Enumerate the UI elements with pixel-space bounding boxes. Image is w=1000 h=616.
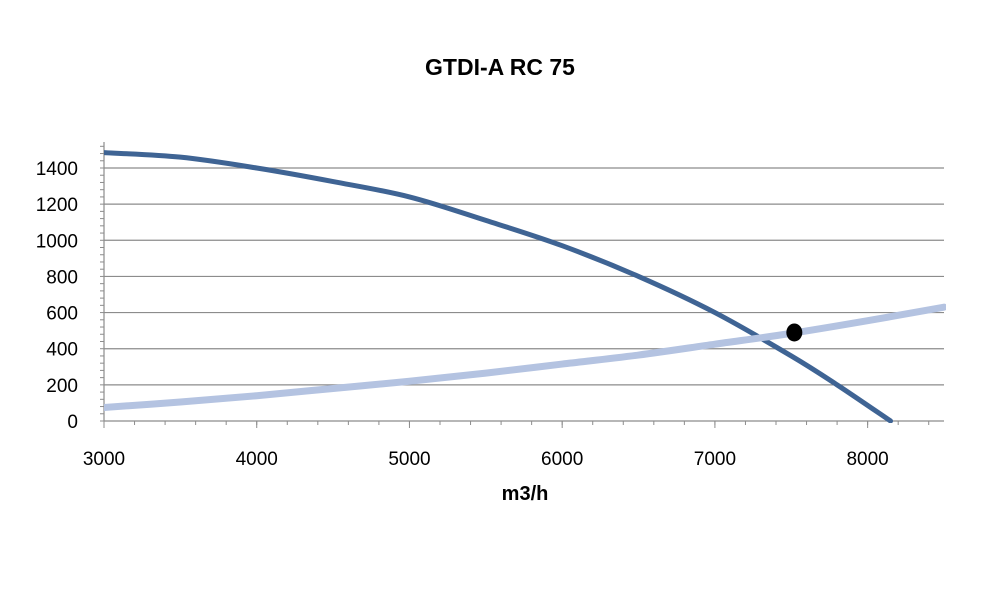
y-tick-label-0: 0 <box>67 412 78 433</box>
series-line-1 <box>104 150 894 423</box>
y-tick-label-4: 800 <box>46 267 78 288</box>
y-tick-label-5: 1000 <box>36 231 78 252</box>
x-tick-label-5: 8000 <box>846 449 888 470</box>
y-tick-label-2: 400 <box>46 340 78 361</box>
y-tick-label-3: 600 <box>46 304 78 325</box>
y-tick-label-6: 1200 <box>36 195 78 216</box>
x-tick-label-1: 4000 <box>236 449 278 470</box>
operating-point-marker <box>786 323 803 342</box>
x-tick-label-3: 6000 <box>541 449 583 470</box>
chart-title: GTDI-A RC 75 <box>425 54 575 80</box>
y-tick-label-1: 200 <box>46 376 78 397</box>
y-tick-label-7: 1400 <box>36 159 78 180</box>
x-tick-label-4: 7000 <box>694 449 736 470</box>
series-line-2 <box>104 303 946 411</box>
x-axis-label: m3/h <box>502 483 549 505</box>
x-tick-label-2: 5000 <box>388 449 430 470</box>
x-tick-label-0: 3000 <box>83 449 125 470</box>
